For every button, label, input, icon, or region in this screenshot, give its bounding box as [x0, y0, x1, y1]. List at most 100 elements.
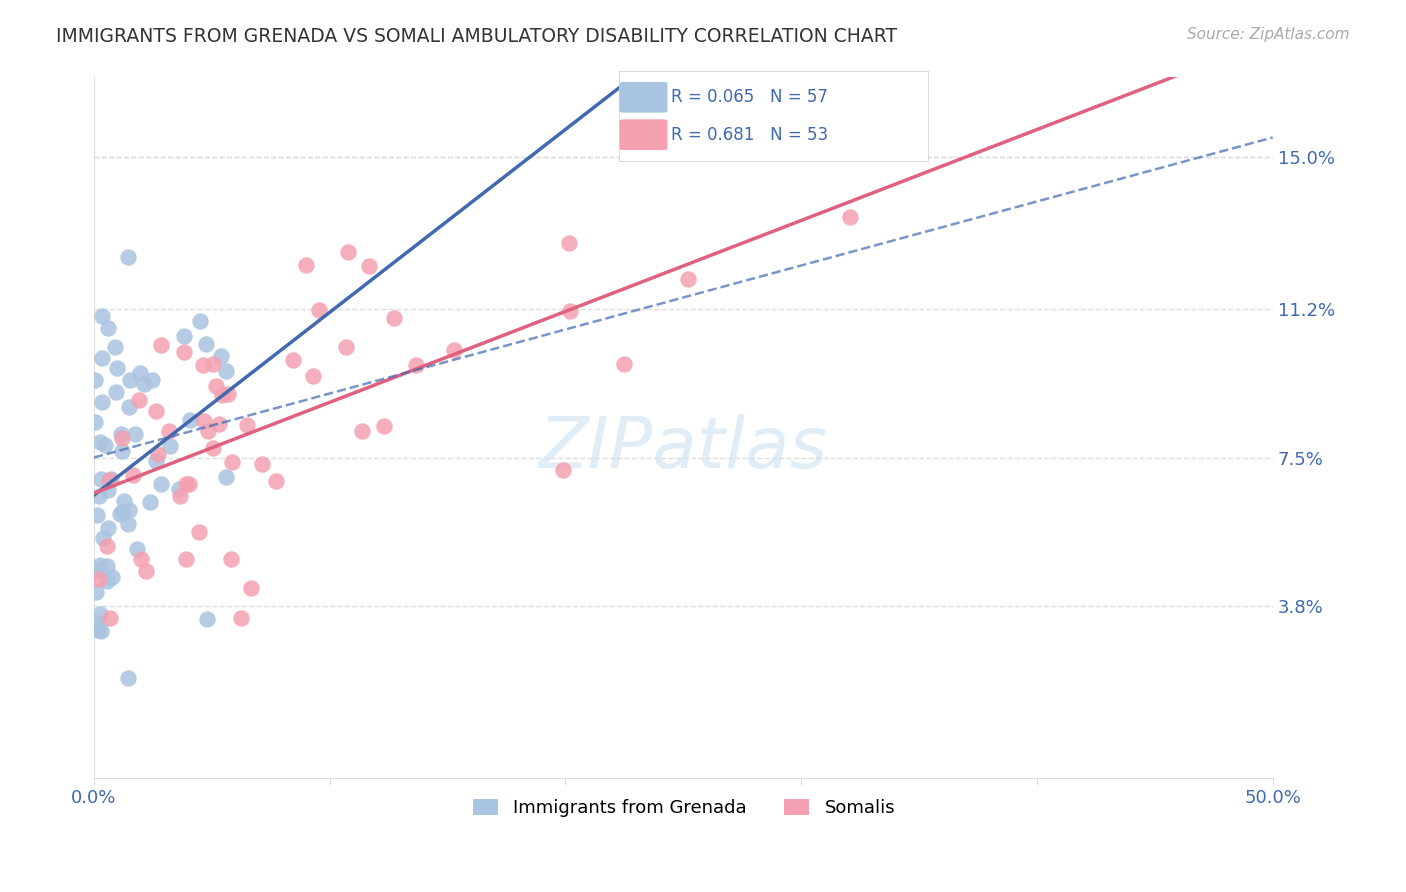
Point — [443, 343, 465, 358]
Point — [211, 388, 233, 402]
Point — [157, 424, 180, 438]
Point — [100, 570, 122, 584]
Point — [283, 352, 305, 367]
Point — [112, 494, 135, 508]
Point — [94, 438, 117, 452]
Point — [118, 373, 141, 387]
Point — [132, 377, 155, 392]
Point — [197, 612, 219, 626]
Point — [89, 607, 111, 622]
Point — [139, 495, 162, 509]
Point — [131, 551, 153, 566]
Text: Source: ZipAtlas.com: Source: ZipAtlas.com — [1187, 27, 1350, 42]
Point — [308, 302, 330, 317]
Point — [264, 474, 287, 488]
Point — [202, 357, 225, 371]
Point — [173, 329, 195, 343]
Point — [87, 624, 110, 638]
Point — [174, 477, 197, 491]
Point — [108, 508, 131, 522]
Point — [676, 272, 699, 286]
Point — [96, 559, 118, 574]
Point — [110, 426, 132, 441]
Point — [117, 251, 139, 265]
Point — [128, 393, 150, 408]
Point — [229, 610, 252, 624]
Point — [382, 310, 405, 325]
Point — [558, 303, 581, 318]
Point — [179, 413, 201, 427]
Point — [117, 400, 139, 414]
Point — [97, 473, 120, 487]
Point — [104, 385, 127, 400]
Point — [89, 435, 111, 450]
Point — [111, 443, 134, 458]
Point — [405, 358, 427, 372]
Point — [87, 572, 110, 586]
Point — [122, 467, 145, 482]
Point — [118, 502, 141, 516]
Point — [219, 552, 242, 566]
Point — [193, 414, 215, 428]
Point — [129, 366, 152, 380]
Point — [373, 419, 395, 434]
Point — [97, 483, 120, 498]
Point — [217, 387, 239, 401]
Point — [141, 373, 163, 387]
Text: R = 0.065   N = 57: R = 0.065 N = 57 — [671, 88, 828, 106]
Point — [100, 472, 122, 486]
Point — [188, 314, 211, 328]
Point — [84, 585, 107, 599]
Point — [295, 258, 318, 272]
FancyBboxPatch shape — [619, 119, 668, 151]
Point — [135, 564, 157, 578]
Point — [90, 395, 112, 409]
Text: R = 0.681   N = 53: R = 0.681 N = 53 — [671, 126, 828, 144]
Point — [104, 340, 127, 354]
Point — [838, 211, 860, 225]
Point — [86, 615, 108, 630]
Point — [111, 431, 134, 445]
Point — [215, 364, 238, 378]
Point — [145, 454, 167, 468]
Point — [86, 508, 108, 523]
Point — [167, 482, 190, 496]
Point — [97, 521, 120, 535]
Point — [551, 463, 574, 477]
Point — [150, 338, 173, 352]
Point — [124, 426, 146, 441]
Point — [87, 489, 110, 503]
Point — [117, 671, 139, 685]
Point — [202, 442, 225, 456]
Point — [83, 374, 105, 388]
Point — [357, 259, 380, 273]
Point — [96, 540, 118, 554]
Point — [177, 477, 200, 491]
Point — [90, 624, 112, 638]
Point — [204, 378, 226, 392]
Point — [240, 581, 263, 595]
Point — [236, 418, 259, 433]
Point — [127, 541, 149, 556]
Point — [208, 417, 231, 431]
Point — [150, 476, 173, 491]
Point — [215, 470, 238, 484]
Point — [91, 531, 114, 545]
Point — [337, 244, 360, 259]
Point — [221, 455, 243, 469]
Point — [97, 321, 120, 335]
Point — [191, 358, 214, 372]
Point — [90, 351, 112, 365]
Point — [195, 337, 218, 351]
Point — [173, 345, 195, 359]
FancyBboxPatch shape — [619, 81, 668, 113]
Point — [350, 424, 373, 438]
Point — [169, 490, 191, 504]
Point — [91, 309, 114, 323]
Point — [613, 357, 636, 371]
Point — [96, 574, 118, 588]
Point — [209, 349, 232, 363]
Point — [98, 610, 121, 624]
Legend: Immigrants from Grenada, Somalis: Immigrants from Grenada, Somalis — [464, 790, 903, 824]
Point — [145, 403, 167, 417]
